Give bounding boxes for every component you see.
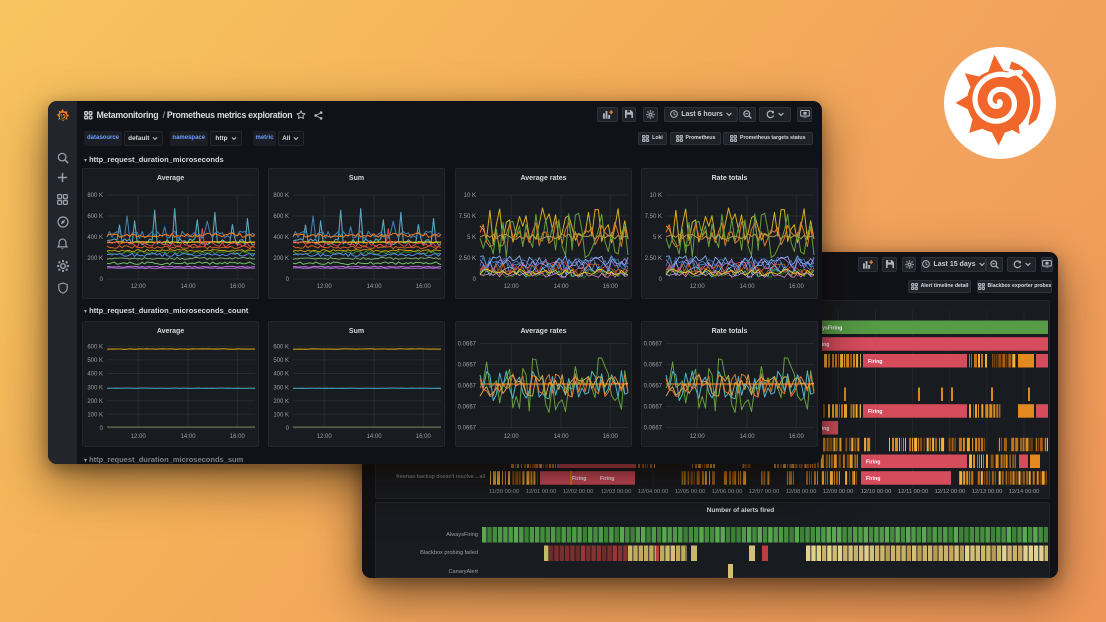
- svg-text:5 K: 5 K: [467, 235, 476, 241]
- svg-text:Firing: Firing: [572, 476, 586, 482]
- svg-text:Firing: Firing: [866, 476, 880, 482]
- svg-text:14:00: 14:00: [554, 434, 570, 440]
- svg-text:14:00: 14:00: [740, 434, 756, 440]
- svg-text:0.0667: 0.0667: [644, 405, 663, 411]
- svg-text:400 K: 400 K: [87, 372, 103, 378]
- svg-text:0.0667: 0.0667: [644, 363, 663, 369]
- svg-text:100 K: 100 K: [87, 413, 103, 419]
- svg-text:200 K: 200 K: [87, 256, 103, 262]
- svg-text:14:00: 14:00: [367, 434, 383, 440]
- svg-text:200 K: 200 K: [273, 256, 289, 262]
- svg-text:16:00: 16:00: [230, 284, 246, 290]
- svg-text:600 K: 600 K: [87, 214, 103, 220]
- svg-text:0.0667: 0.0667: [458, 363, 477, 369]
- svg-text:14:00: 14:00: [367, 284, 383, 290]
- svg-text:Firing: Firing: [815, 426, 829, 432]
- svg-text:2.50 K: 2.50 K: [459, 256, 476, 262]
- svg-text:Firing: Firing: [866, 459, 880, 465]
- svg-text:16:00: 16:00: [789, 284, 805, 290]
- svg-text:14:00: 14:00: [740, 284, 756, 290]
- svg-text:0: 0: [473, 277, 477, 283]
- svg-text:400 K: 400 K: [87, 235, 103, 241]
- svg-text:16:00: 16:00: [603, 434, 619, 440]
- svg-text:0.0667: 0.0667: [644, 426, 663, 432]
- svg-text:10 K: 10 K: [464, 193, 476, 199]
- svg-text:7.50 K: 7.50 K: [645, 214, 662, 220]
- svg-text:16:00: 16:00: [603, 284, 619, 290]
- svg-text:0.0667: 0.0667: [644, 384, 663, 390]
- svg-text:0.0667: 0.0667: [458, 426, 477, 432]
- svg-text:100 K: 100 K: [273, 413, 289, 419]
- svg-text:200 K: 200 K: [87, 399, 103, 405]
- svg-text:14:00: 14:00: [554, 284, 570, 290]
- svg-text:Firing: Firing: [868, 409, 882, 415]
- svg-text:12:00: 12:00: [131, 434, 147, 440]
- svg-text:200 K: 200 K: [273, 399, 289, 405]
- svg-text:10 K: 10 K: [650, 193, 662, 199]
- svg-text:12:00: 12:00: [317, 434, 333, 440]
- svg-text:12:00: 12:00: [504, 284, 520, 290]
- svg-text:Firing: Firing: [815, 342, 829, 348]
- svg-text:600 K: 600 K: [87, 345, 103, 351]
- svg-text:12:00: 12:00: [131, 284, 147, 290]
- svg-text:12:00: 12:00: [317, 284, 333, 290]
- svg-text:AlwaysFiring: AlwaysFiring: [810, 325, 842, 331]
- svg-text:400 K: 400 K: [273, 372, 289, 378]
- svg-text:800 K: 800 K: [273, 193, 289, 199]
- svg-text:16:00: 16:00: [789, 434, 805, 440]
- svg-text:0.0667: 0.0667: [644, 342, 663, 348]
- svg-text:300 K: 300 K: [273, 385, 289, 391]
- svg-text:0: 0: [659, 277, 663, 283]
- svg-text:Firing: Firing: [868, 359, 882, 365]
- svg-text:7.50 K: 7.50 K: [459, 214, 476, 220]
- svg-text:14:00: 14:00: [181, 434, 197, 440]
- svg-text:16:00: 16:00: [416, 434, 432, 440]
- svg-text:14:00: 14:00: [181, 284, 197, 290]
- svg-text:400 K: 400 K: [273, 235, 289, 241]
- svg-text:0.0667: 0.0667: [458, 405, 477, 411]
- svg-text:600 K: 600 K: [273, 345, 289, 351]
- svg-text:Firing: Firing: [600, 476, 614, 482]
- svg-text:0: 0: [100, 277, 104, 283]
- svg-text:0.0667: 0.0667: [458, 342, 477, 348]
- svg-text:800 K: 800 K: [87, 193, 103, 199]
- svg-text:500 K: 500 K: [87, 358, 103, 364]
- svg-text:16:00: 16:00: [416, 284, 432, 290]
- svg-text:2.50 K: 2.50 K: [645, 256, 662, 262]
- svg-text:0.0667: 0.0667: [458, 384, 477, 390]
- svg-text:600 K: 600 K: [273, 214, 289, 220]
- svg-text:300 K: 300 K: [87, 385, 103, 391]
- svg-text:5 K: 5 K: [653, 235, 662, 241]
- svg-text:12:00: 12:00: [690, 284, 706, 290]
- svg-text:0: 0: [286, 277, 290, 283]
- svg-text:0: 0: [286, 426, 290, 432]
- svg-text:16:00: 16:00: [230, 434, 246, 440]
- svg-text:12:00: 12:00: [504, 434, 520, 440]
- svg-text:12:00: 12:00: [690, 434, 706, 440]
- svg-text:500 K: 500 K: [273, 358, 289, 364]
- svg-text:0: 0: [100, 426, 104, 432]
